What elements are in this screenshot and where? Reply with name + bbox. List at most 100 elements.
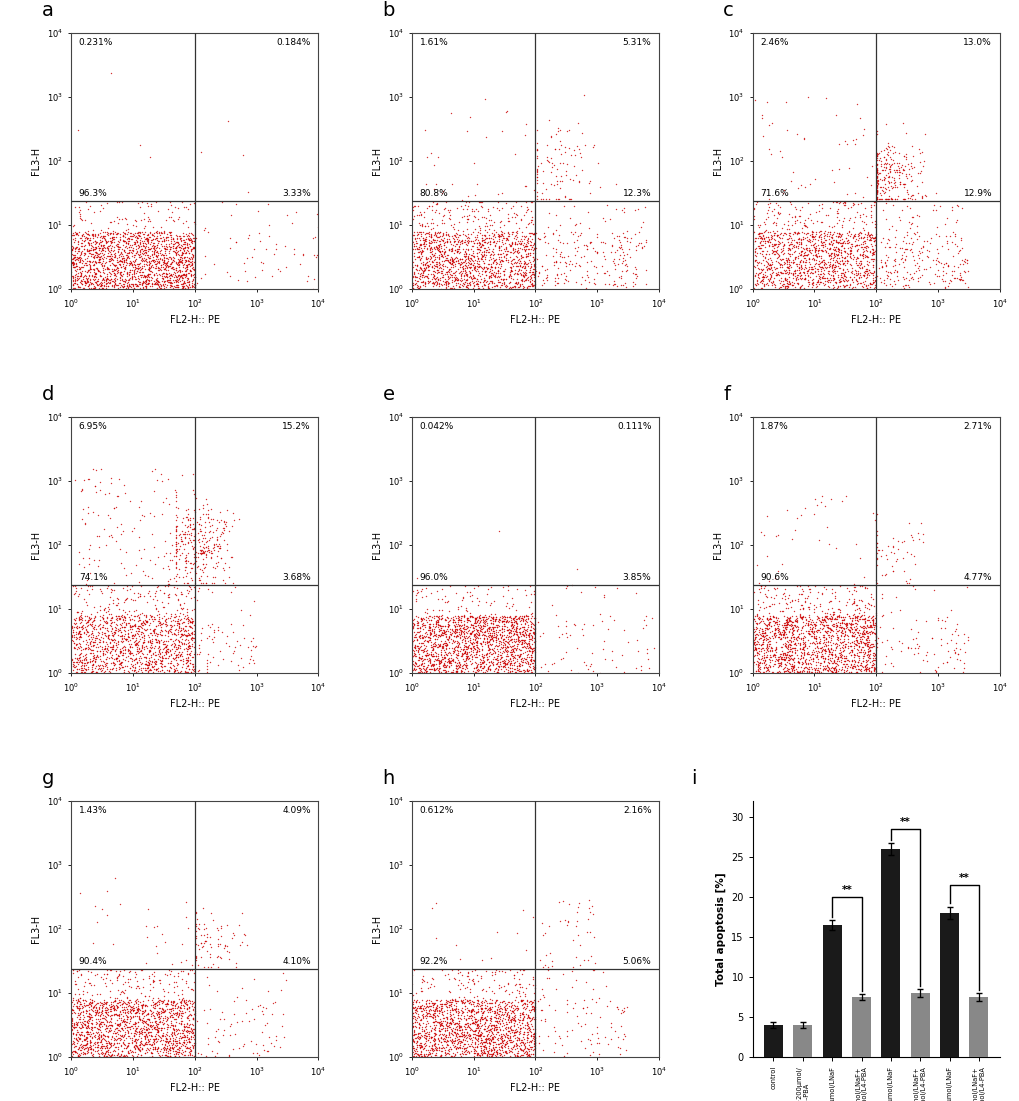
Point [545,654,561,672]
Point [166,608,182,625]
Point [184,1037,201,1055]
Point [177,651,194,668]
Point [770,204,787,221]
Point [801,637,817,655]
Point [502,994,519,1012]
Point [927,185,944,203]
Point [127,259,144,276]
Point [523,640,539,657]
Point [832,626,848,644]
Point [143,257,159,274]
Point [466,625,482,643]
Point [488,626,504,644]
Point [844,585,860,602]
Point [424,628,440,645]
Point [422,1005,438,1023]
Point [130,1023,147,1040]
Point [163,232,179,250]
Point [557,612,574,630]
Point [145,239,161,257]
Point [166,1005,182,1023]
Point [161,609,177,626]
Point [448,1022,465,1039]
Point [505,1017,522,1035]
Point [422,1029,438,1047]
Point [133,250,150,268]
Point [452,1024,469,1042]
Point [138,251,154,269]
Point [822,658,839,676]
Point [124,241,141,259]
Point [92,228,108,246]
Point [138,238,154,255]
Point [69,270,86,287]
Point [150,1026,166,1044]
Point [156,612,172,630]
Point [92,244,108,262]
Point [445,641,462,658]
Point [123,253,140,271]
Point [74,500,91,517]
Point [485,266,501,284]
Point [428,237,444,254]
Point [97,1000,113,1017]
Point [209,929,225,947]
Point [488,1016,504,1034]
Point [820,643,837,661]
Point [174,568,191,586]
Point [484,1034,500,1051]
Point [499,1028,516,1046]
Point [843,628,859,645]
Point [209,557,225,575]
Point [163,228,179,246]
Point [169,641,185,658]
Point [859,276,875,294]
Point [616,257,633,274]
Point [475,260,491,277]
Point [178,587,195,604]
Point [844,633,860,651]
Point [64,1004,81,1022]
Point [431,232,447,250]
Point [513,1037,529,1055]
Point [82,1011,98,1028]
Point [418,1020,434,1037]
Point [107,266,123,284]
Point [115,1001,131,1018]
Point [453,631,470,648]
Point [428,614,444,632]
Point [418,632,434,650]
Point [487,251,503,269]
Point [424,601,440,619]
Point [416,230,432,248]
Point [104,229,120,247]
Point [406,243,422,261]
Point [174,237,191,254]
Point [246,592,262,610]
Point [135,1036,151,1054]
Point [182,992,199,1010]
Point [167,995,183,1013]
Point [815,578,832,596]
Point [469,622,485,640]
Point [523,648,539,666]
Point [444,1005,461,1023]
Point [529,157,545,175]
Point [503,235,520,252]
Point [854,610,870,628]
Point [809,231,825,249]
Point [112,1031,128,1048]
Point [79,618,96,635]
Point [481,644,497,662]
Point [773,624,790,642]
Point [99,906,115,924]
Point [498,637,515,655]
Point [499,628,516,645]
Point [73,617,90,634]
Point [942,601,958,619]
Point [783,276,799,294]
Point [439,618,455,635]
Point [519,1029,535,1047]
Point [520,636,536,654]
Point [404,633,420,651]
